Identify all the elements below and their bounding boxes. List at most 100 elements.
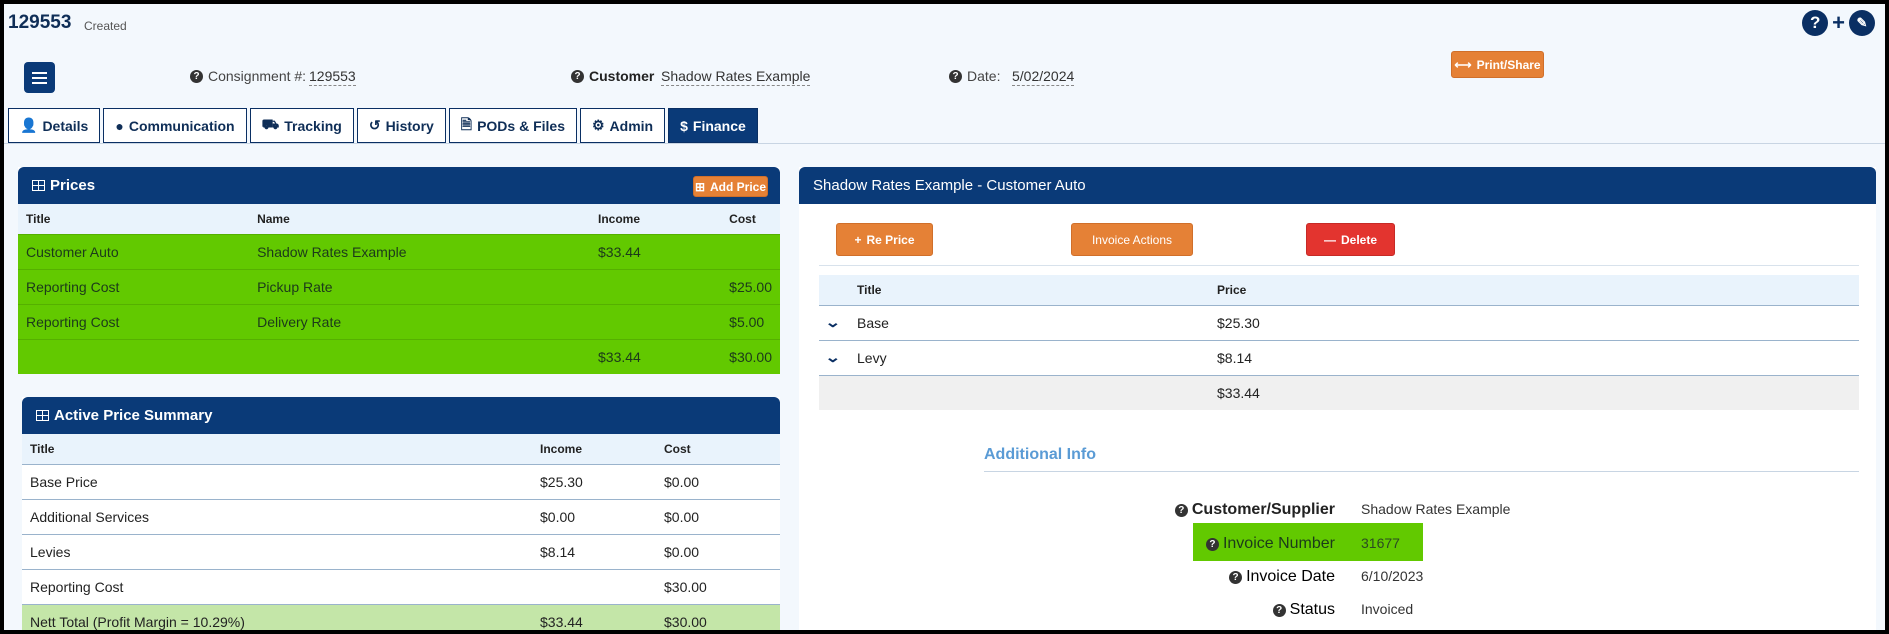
dollar-icon: $ bbox=[680, 117, 688, 134]
cell-income bbox=[532, 568, 656, 604]
chevron-down-icon[interactable]: ⌄ bbox=[824, 314, 842, 330]
tab-tracking[interactable]: ⛟ Tracking bbox=[249, 108, 354, 143]
column-header: Title bbox=[18, 204, 250, 234]
column-header: Income bbox=[532, 434, 656, 464]
tab-details[interactable]: 👤 Details bbox=[8, 108, 101, 143]
invoice-number-highlight bbox=[1193, 523, 1423, 561]
cell-title: Nett Total (Profit Margin = 10.29%) bbox=[22, 603, 532, 630]
summary-title: Active Price Summary bbox=[54, 407, 213, 424]
help-icon: ? bbox=[1174, 503, 1188, 517]
summary-table: Title Income Cost Base Price $25.30 $0.0… bbox=[22, 434, 780, 630]
total-cost: $30.00 bbox=[721, 338, 780, 374]
tab-finance[interactable]: $ Finance bbox=[668, 108, 758, 143]
record-id: 129553 bbox=[8, 12, 72, 33]
table-row: Levies $8.14 $0.00 bbox=[22, 533, 780, 569]
additional-info-title: Additional Info bbox=[984, 446, 1096, 463]
tab-admin[interactable]: ⚙ Admin bbox=[579, 108, 666, 143]
customer-label: ? Customer bbox=[571, 68, 654, 84]
minus-icon: — bbox=[1323, 232, 1336, 247]
top-icons: ? + ✎ bbox=[1802, 10, 1875, 36]
total-row: $33.44 $30.00 bbox=[18, 338, 780, 374]
invoice-actions-button[interactable]: Invoice Actions bbox=[1071, 223, 1193, 256]
plus-icon: + bbox=[854, 232, 862, 247]
tab-pods-files[interactable]: 🗎 PODs & Files bbox=[448, 108, 577, 143]
plus-icon[interactable]: + bbox=[1832, 10, 1845, 35]
column-header: Title bbox=[849, 275, 1209, 305]
status-value: Invoiced bbox=[1361, 601, 1414, 617]
invoice-number-value: 31677 bbox=[1361, 535, 1400, 551]
summary-header: Active Price Summary bbox=[22, 397, 780, 434]
customer-label-text: Customer bbox=[589, 68, 655, 84]
consignment-value[interactable]: 129553 bbox=[309, 68, 356, 86]
cell-empty bbox=[249, 338, 590, 374]
truck-icon: ⛟ bbox=[261, 116, 280, 132]
invoice-number-label: ? Invoice Number bbox=[1155, 535, 1335, 553]
label-text: Status bbox=[1289, 601, 1335, 618]
add-price-button[interactable]: ⊞ Add Price bbox=[693, 176, 768, 197]
tab-label: Admin bbox=[609, 117, 654, 134]
cell-price: $25.30 bbox=[1209, 304, 1859, 340]
menu-button[interactable] bbox=[24, 62, 55, 93]
customer-value[interactable]: Shadow Rates Example bbox=[661, 68, 811, 86]
print-share-label: Print/Share bbox=[1476, 57, 1541, 72]
cell-income: $33.44 bbox=[590, 233, 722, 269]
table-row[interactable]: Reporting Cost Pickup Rate $25.00 bbox=[18, 268, 780, 304]
cell-empty bbox=[849, 374, 1209, 410]
price-breakdown-table: Title Price ⌄ Base $25.30 ⌄ Levy $8.14 $… bbox=[819, 275, 1859, 410]
help-icon: ? bbox=[571, 69, 584, 83]
history-icon: ↺ bbox=[368, 117, 381, 133]
cell-title: Additional Services bbox=[22, 498, 532, 534]
cell-cost: $5.00 bbox=[721, 303, 780, 339]
tab-label: Tracking bbox=[284, 117, 342, 134]
chevron-down-icon[interactable]: ⌄ bbox=[824, 349, 842, 365]
tab-label: PODs & Files bbox=[477, 117, 565, 134]
expand-cell[interactable]: ⌄ bbox=[819, 304, 849, 340]
cell-title: Reporting Cost bbox=[18, 303, 250, 339]
cell-title: Levy bbox=[849, 339, 1209, 375]
user-icon: 👤 bbox=[20, 117, 38, 133]
tag-icon[interactable]: ✎ bbox=[1849, 10, 1875, 36]
help-icon: ? bbox=[1229, 570, 1243, 584]
file-icon: 🗎 bbox=[460, 115, 473, 132]
label-text: Invoice Number bbox=[1222, 535, 1335, 552]
label-text: Customer/Supplier bbox=[1191, 501, 1335, 518]
customer-supplier-value: Shadow Rates Example bbox=[1361, 501, 1511, 517]
customer-supplier-label: ? Customer/Supplier bbox=[1155, 501, 1335, 519]
column-header: Name bbox=[249, 204, 590, 234]
help-icon[interactable]: ? bbox=[1802, 10, 1829, 36]
tab-history[interactable]: ↺ History bbox=[356, 108, 446, 143]
cell-title: Reporting Cost bbox=[18, 268, 250, 304]
delete-button[interactable]: — Delete bbox=[1306, 223, 1395, 256]
cell-income: $33.44 bbox=[532, 603, 656, 630]
print-share-button[interactable]: ⟷ Print/Share bbox=[1451, 51, 1544, 78]
column-header: Cost bbox=[721, 204, 780, 234]
summary-panel: Active Price Summary Title Income Cost B… bbox=[22, 397, 780, 630]
cell-cost: $0.00 bbox=[656, 533, 780, 569]
column-header: Cost bbox=[656, 434, 780, 464]
table-row[interactable]: ⌄ Levy $8.14 bbox=[819, 339, 1859, 375]
prices-title: Prices bbox=[50, 177, 96, 194]
re-price-button[interactable]: + Re Price bbox=[836, 223, 933, 256]
date-value[interactable]: 5/02/2024 bbox=[1012, 68, 1075, 86]
table-row: Additional Services $0.00 $0.00 bbox=[22, 498, 780, 534]
tab-communication[interactable]: ● Communication bbox=[103, 108, 247, 143]
detail-title: Shadow Rates Example - Customer Auto bbox=[813, 177, 1086, 194]
app-window: 129553 Created ? + ✎ ? Consignment #: 12… bbox=[4, 4, 1885, 630]
record-status: Created bbox=[84, 19, 127, 33]
cell-title: Reporting Cost bbox=[22, 568, 532, 604]
table-row[interactable]: Customer Auto Shadow Rates Example $33.4… bbox=[18, 233, 780, 269]
cell-income bbox=[590, 303, 722, 339]
cell-cost: $30.00 bbox=[656, 603, 780, 630]
cell-name: Shadow Rates Example bbox=[249, 233, 590, 269]
expand-cell[interactable]: ⌄ bbox=[819, 339, 849, 375]
cell-title: Customer Auto bbox=[18, 233, 250, 269]
cell-income: $25.30 bbox=[532, 463, 656, 499]
tab-label: History bbox=[385, 117, 434, 134]
table-header-row: Title Price bbox=[819, 275, 1859, 305]
table-row[interactable]: ⌄ Base $25.30 bbox=[819, 304, 1859, 340]
plus-square-icon: ⊞ bbox=[694, 179, 706, 194]
help-icon: ? bbox=[1272, 603, 1286, 617]
table-row[interactable]: Reporting Cost Delivery Rate $5.00 bbox=[18, 303, 780, 339]
consignment-label: ? Consignment #: bbox=[190, 68, 306, 84]
date-label-text: Date: bbox=[967, 68, 1001, 84]
